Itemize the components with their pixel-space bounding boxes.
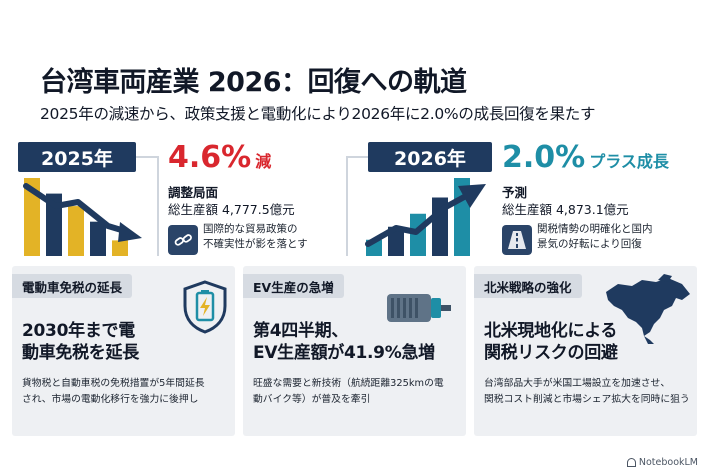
card-north-america-head: 北米現地化による 関税リスクの回避: [484, 320, 618, 364]
decline-bar-5: [112, 240, 128, 256]
divider-2025: [136, 156, 158, 158]
stat-label-2025: 調整局面: [168, 185, 219, 200]
note-2026-line1: 関税情勢の明確化と国内: [537, 223, 653, 235]
brand-label: NotebookLM: [638, 457, 698, 468]
decline-arrow-head: [118, 222, 142, 242]
pct-2026: 2.0% プラス成長: [502, 140, 669, 175]
decline-arrow-icon: [23, 183, 131, 235]
page-subtitle: 2025年の減速から、政策支援と電動化により2026年に2.0%の成長回復を果た…: [40, 105, 596, 123]
card-ev-tax-body-line1: 貨物税と自動車税の免税措置が5年間延長: [22, 378, 205, 389]
growth-chart: [365, 178, 486, 256]
decline-bar-1: [24, 178, 40, 256]
card-ev-production-body-line2: 動バイク等）が普及を牽引: [253, 393, 371, 405]
stat-label-2026: 予測: [502, 185, 528, 200]
card-north-america: 北米戦略の強化 北米現地化による 関税リスクの回避 台湾部品大手が米国工場設立を…: [474, 266, 697, 436]
note-2025-line1: 国際的な貿易政策の: [203, 223, 298, 235]
card-ev-tax: 電動車免税の延長 2030年まで電 動車免税を延長 貨物税と自動車税の免税措置が…: [12, 266, 235, 436]
card-north-america-body: 台湾部品大手が米国工場設立を加速させ、 関税コスト削減と市場シェア拡大を同時に狙…: [484, 376, 690, 407]
card-north-america-head-line1: 北米現地化による: [484, 321, 618, 341]
card-ev-production-body: 旺盛な需要と新技術（航続距離325kmの電 動バイク等）が普及を牽引: [253, 376, 444, 407]
growth-bar-3: [410, 213, 426, 256]
year-badge-2026: 2026年: [368, 142, 492, 172]
card-ev-tax-body-line2: され、市場の電動化移行を強力に後押し: [22, 393, 199, 405]
card-ev-tax-body: 貨物税と自動車税の免税措置が5年間延長 され、市場の電動化移行を強力に後押し: [22, 376, 205, 407]
card-ev-production: EV生産の急増 第4四半期、 EV生産額が41.9%急増 旺盛な需要と新技術（航…: [243, 266, 466, 436]
card-north-america-head-line2: 関税リスクの回避: [484, 343, 618, 364]
growth-bar-2: [388, 226, 404, 256]
card-ev-tax-head: 2030年まで電 動車免税を延長: [22, 320, 139, 364]
vdivider-left: [157, 156, 159, 256]
decline-bar-3: [68, 206, 84, 256]
card-ev-production-body-line1: 旺盛な需要と新技術（航続距離325kmの電: [253, 378, 444, 389]
card-ev-tax-head-line1: 2030年まで電: [22, 321, 135, 341]
pct-2025-value: 4.6%: [168, 140, 252, 175]
card-ev-tax-head-line2: 動車免税を延長: [22, 343, 139, 364]
year-badge-2025: 2025年: [18, 142, 136, 172]
card-north-america-body-line2: 関税コスト削減と市場シェア拡大を同時に狙う: [484, 393, 690, 405]
pct-2026-value: 2.0%: [502, 140, 586, 175]
road-icon: [502, 225, 532, 255]
card-ev-production-head: 第4四半期、 EV生産額が41.9%急増: [253, 320, 435, 364]
card-north-america-tab: 北米戦略の強化: [474, 274, 582, 298]
decline-bar-4: [90, 221, 106, 256]
brand-watermark: NotebookLM: [626, 457, 698, 468]
north-america-map-icon: [606, 274, 690, 344]
stat-value-2026: 総生産額 4,873.1億元: [502, 202, 629, 217]
card-north-america-body-line1: 台湾部品大手が米国工場設立を加速させ、: [484, 378, 671, 389]
decline-bar-2: [46, 193, 62, 256]
card-ev-tax-tab: 電動車免税の延長: [12, 274, 133, 298]
note-2025: 国際的な貿易政策の 不確実性が影を落とす: [203, 222, 308, 252]
decline-chart: [23, 178, 142, 256]
stat-value-2025: 総生産額 4,777.5億元: [168, 202, 295, 217]
growth-arrow-icon: [365, 193, 469, 247]
chain-break-icon: [168, 225, 198, 255]
card-ev-production-tab: EV生産の急増: [243, 274, 344, 298]
note-2026-line2: 景気の好転により回復: [537, 238, 642, 251]
note-2026: 関税情勢の明確化と国内 景気の好転により回復: [537, 222, 653, 252]
vdivider-right: [346, 156, 348, 256]
card-ev-production-head-line1: 第4四半期、: [253, 321, 349, 341]
pct-2026-suffix: プラス成長: [589, 152, 669, 171]
motor-icon: [387, 294, 451, 322]
battery-shield-icon: [183, 280, 227, 334]
divider-2026: [346, 156, 368, 158]
page-title: 台湾車両産業 2026：回復への軌道: [40, 67, 467, 98]
card-ev-production-head-line2: EV生産額が41.9%急増: [253, 343, 435, 364]
pct-2025-suffix: 減: [255, 152, 272, 171]
pct-2025: 4.6% 減: [168, 140, 271, 175]
growth-arrow-head: [458, 184, 486, 208]
note-2025-line2: 不確実性が影を落とす: [203, 238, 308, 251]
notebooklm-logo-icon: [626, 458, 636, 467]
